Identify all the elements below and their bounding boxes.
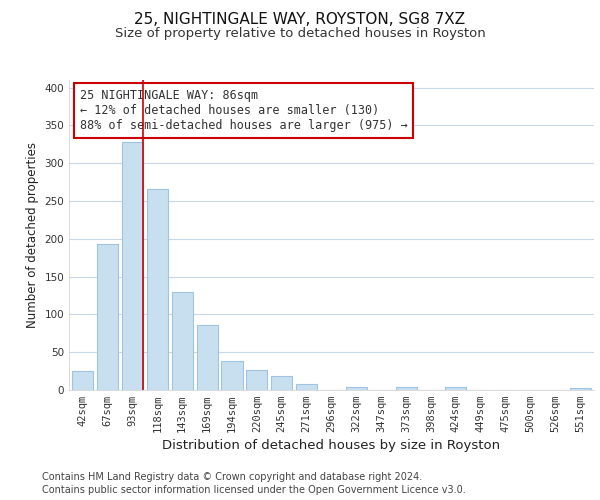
Bar xyxy=(221,362,242,390)
Text: 25, NIGHTINGALE WAY, ROYSTON, SG8 7XZ: 25, NIGHTINGALE WAY, ROYSTON, SG8 7XZ xyxy=(134,12,466,28)
Bar xyxy=(445,387,466,390)
Bar xyxy=(246,370,268,390)
Text: Contains public sector information licensed under the Open Government Licence v3: Contains public sector information licen… xyxy=(42,485,466,495)
Bar xyxy=(271,376,292,390)
X-axis label: Distribution of detached houses by size in Royston: Distribution of detached houses by size … xyxy=(163,440,500,452)
Text: Size of property relative to detached houses in Royston: Size of property relative to detached ho… xyxy=(115,28,485,40)
Y-axis label: Number of detached properties: Number of detached properties xyxy=(26,142,39,328)
Bar xyxy=(147,189,168,390)
Bar xyxy=(197,325,218,390)
Bar xyxy=(72,371,93,390)
Text: Contains HM Land Registry data © Crown copyright and database right 2024.: Contains HM Land Registry data © Crown c… xyxy=(42,472,422,482)
Bar xyxy=(97,244,118,390)
Bar xyxy=(172,292,193,390)
Bar xyxy=(122,142,143,390)
Bar xyxy=(296,384,317,390)
Text: 25 NIGHTINGALE WAY: 86sqm
← 12% of detached houses are smaller (130)
88% of semi: 25 NIGHTINGALE WAY: 86sqm ← 12% of detac… xyxy=(79,90,407,132)
Bar xyxy=(346,387,367,390)
Bar xyxy=(570,388,591,390)
Bar xyxy=(395,387,417,390)
